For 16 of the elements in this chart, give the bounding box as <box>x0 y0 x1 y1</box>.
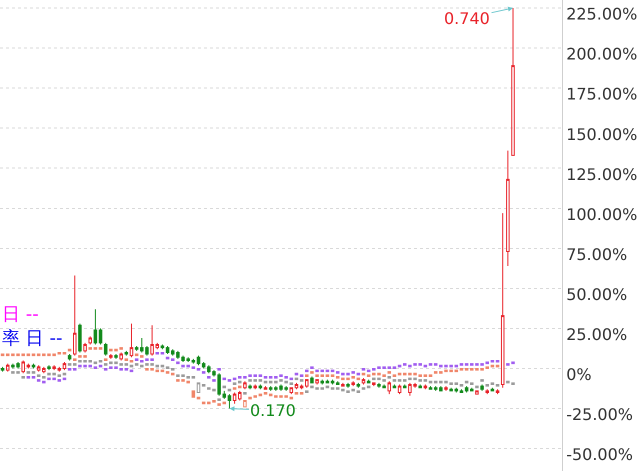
y-tick-label: -25.00% <box>566 405 633 424</box>
y-tick-label: 175.00% <box>566 84 638 104</box>
annotation: 率 日 -- <box>2 328 62 349</box>
y-tick-label: 50.00% <box>566 284 628 304</box>
y-tick-label: 0% <box>566 365 592 384</box>
y-tick-label: 75.00% <box>566 244 628 264</box>
y-tick-label: 150.00% <box>566 124 638 144</box>
y-tick-label: 125.00% <box>566 164 638 184</box>
y-tick-label: 100.00% <box>566 204 638 224</box>
annotation: 日 -- <box>2 304 39 325</box>
annotation: 0.170 <box>250 401 296 420</box>
y-tick-label: 225.00% <box>566 4 638 24</box>
y-tick-label: -50.00% <box>566 445 633 464</box>
y-tick-label: 200.00% <box>566 44 638 64</box>
y-tick-label: 25.00% <box>566 325 628 344</box>
annotation: 0.740 <box>444 9 490 28</box>
